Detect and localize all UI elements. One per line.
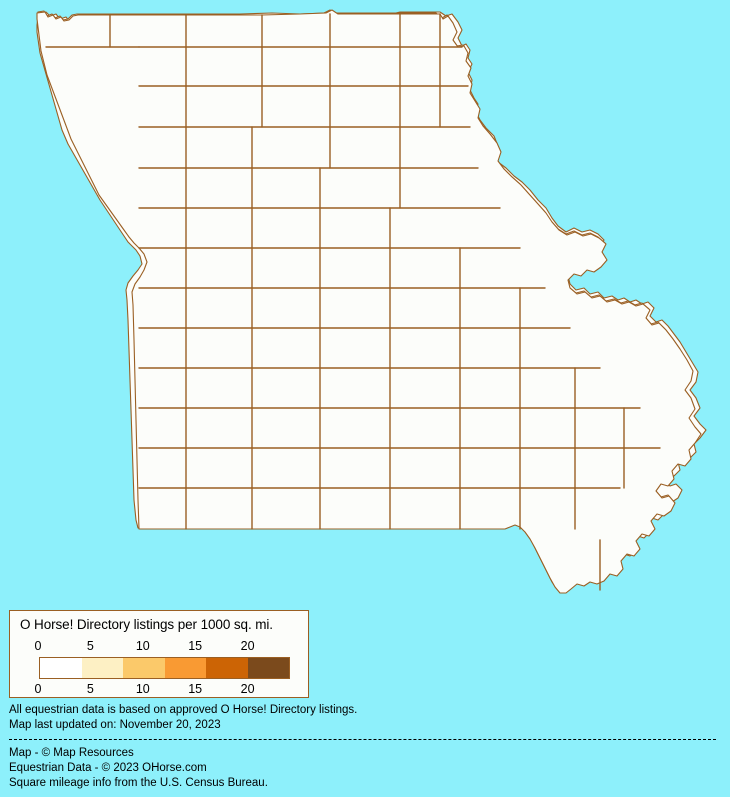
footer-credit-map: Map - © Map Resources	[9, 747, 134, 759]
legend-swatch-10-15	[164, 658, 206, 678]
footer-note-line-2: Map last updated on: November 20, 2023	[9, 719, 221, 731]
legend-swatch-5-10	[123, 658, 165, 678]
legend-title: O Horse! Directory listings per 1000 sq.…	[20, 617, 273, 632]
legend-tick-top-10: 10	[135, 639, 150, 653]
legend-tick-top-20: 20	[240, 639, 255, 653]
map-footer: All equestrian data is based on approved…	[9, 703, 721, 791]
legend-tick-bottom-5: 5	[86, 682, 94, 696]
legend-tick-bottom-20: 20	[240, 682, 255, 696]
county-boundary-lines	[45, 13, 661, 591]
legend-tick-bottom-0: 0	[34, 682, 42, 696]
footer-note-line-1: All equestrian data is based on approved…	[9, 704, 358, 716]
legend-swatch-under-0	[40, 658, 82, 678]
map-svg	[36, 9, 707, 594]
legend-swatch-0-5	[81, 658, 123, 678]
legend-tick-top-15: 15	[188, 639, 203, 653]
legend-tick-bottom-15: 15	[188, 682, 203, 696]
legend-swatch-15-20	[206, 658, 248, 678]
legend-scale-labels-bottom: 0 5 10 15 20	[34, 682, 300, 698]
legend-tick-top-5: 5	[86, 639, 94, 653]
missouri-boundary-group	[36, 9, 702, 594]
footer-divider	[9, 739, 716, 740]
legend-color-bar	[39, 657, 290, 679]
footer-credit-data: Equestrian Data - © 2023 OHorse.com	[9, 762, 207, 774]
legend-tick-top-0: 0	[34, 639, 42, 653]
map-legend: O Horse! Directory listings per 1000 sq.…	[9, 610, 309, 698]
footer-credit-sqmileage: Square mileage info from the U.S. Census…	[9, 777, 268, 789]
missouri-county-choropleth-map	[36, 9, 707, 594]
legend-scale-labels-top: 0 5 10 15 20	[34, 639, 300, 655]
legend-swatch-over-20	[247, 658, 289, 678]
legend-tick-bottom-10: 10	[135, 682, 150, 696]
missouri-state-shape	[36, 9, 702, 594]
